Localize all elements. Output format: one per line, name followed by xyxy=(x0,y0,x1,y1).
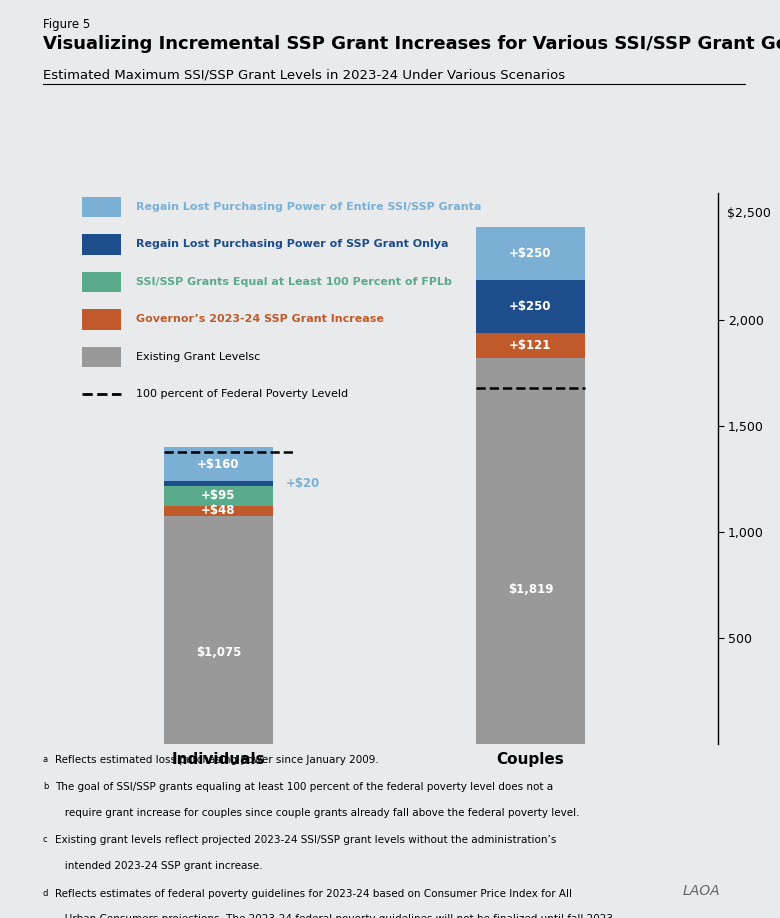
Bar xyxy=(82,196,121,218)
Bar xyxy=(164,481,273,486)
Text: Reflects estimates of federal poverty guidelines for 2023-24 based on Consumer P: Reflects estimates of federal poverty gu… xyxy=(55,889,572,899)
Text: +$250: +$250 xyxy=(509,299,551,313)
Bar xyxy=(164,486,273,506)
Text: +$20: +$20 xyxy=(285,477,320,490)
Text: Reflects estimated loss purchasing power since January 2009.: Reflects estimated loss purchasing power… xyxy=(55,755,378,765)
Text: Urban Consumers projections. The 2023-24 federal poverty guidelines will not be : Urban Consumers projections. The 2023-24… xyxy=(55,914,616,918)
Bar xyxy=(82,347,121,367)
Text: intended 2023-24 SSP grant increase.: intended 2023-24 SSP grant increase. xyxy=(55,861,262,871)
Text: $1,819: $1,819 xyxy=(508,583,553,596)
Text: +$160: +$160 xyxy=(197,458,239,471)
Text: d: d xyxy=(43,889,48,898)
Text: SSI/SSP Grants Equal at Least 100 Percent of FPLb: SSI/SSP Grants Equal at Least 100 Percen… xyxy=(136,277,452,287)
Bar xyxy=(82,272,121,292)
Text: Visualizing Incremental SSP Grant Increases for Various SSI/SSP Grant Goals: Visualizing Incremental SSP Grant Increa… xyxy=(43,35,780,53)
Text: a: a xyxy=(43,755,48,764)
Bar xyxy=(164,506,273,516)
Text: +$121: +$121 xyxy=(509,339,551,352)
Text: Figure 5: Figure 5 xyxy=(43,18,90,31)
Text: +$250: +$250 xyxy=(509,247,551,260)
Text: b: b xyxy=(43,782,48,791)
Text: Existing grant levels reflect projected 2023-24 SSI/SSP grant levels without the: Existing grant levels reflect projected … xyxy=(55,835,556,845)
Bar xyxy=(476,358,585,744)
Text: c: c xyxy=(43,835,48,845)
Bar xyxy=(82,234,121,254)
Bar xyxy=(82,309,121,330)
Text: The goal of SSI/SSP grants equaling at least 100 percent of the federal poverty : The goal of SSI/SSP grants equaling at l… xyxy=(55,782,553,792)
Text: LAOA: LAOA xyxy=(682,884,720,898)
Bar xyxy=(476,280,585,332)
Text: Estimated Maximum SSI/SSP Grant Levels in 2023-24 Under Various Scenarios: Estimated Maximum SSI/SSP Grant Levels i… xyxy=(43,69,565,82)
Bar xyxy=(164,447,273,481)
Bar xyxy=(476,332,585,358)
Text: Governor’s 2023-24 SSP Grant Increase: Governor’s 2023-24 SSP Grant Increase xyxy=(136,314,385,324)
Text: Regain Lost Purchasing Power of SSP Grant Onlya: Regain Lost Purchasing Power of SSP Gran… xyxy=(136,240,449,250)
Text: 100 percent of Federal Poverty Leveld: 100 percent of Federal Poverty Leveld xyxy=(136,389,349,399)
Text: require grant increase for couples since couple grants already fall above the fe: require grant increase for couples since… xyxy=(55,808,579,818)
Bar xyxy=(164,516,273,744)
Text: $1,075: $1,075 xyxy=(196,646,241,659)
Text: Existing Grant Levelsc: Existing Grant Levelsc xyxy=(136,352,261,362)
Text: $2,500: $2,500 xyxy=(728,207,771,220)
Text: Regain Lost Purchasing Power of Entire SSI/SSP Granta: Regain Lost Purchasing Power of Entire S… xyxy=(136,202,482,212)
Text: +$48: +$48 xyxy=(201,504,236,517)
Bar xyxy=(476,227,585,280)
Text: +$95: +$95 xyxy=(201,489,236,502)
